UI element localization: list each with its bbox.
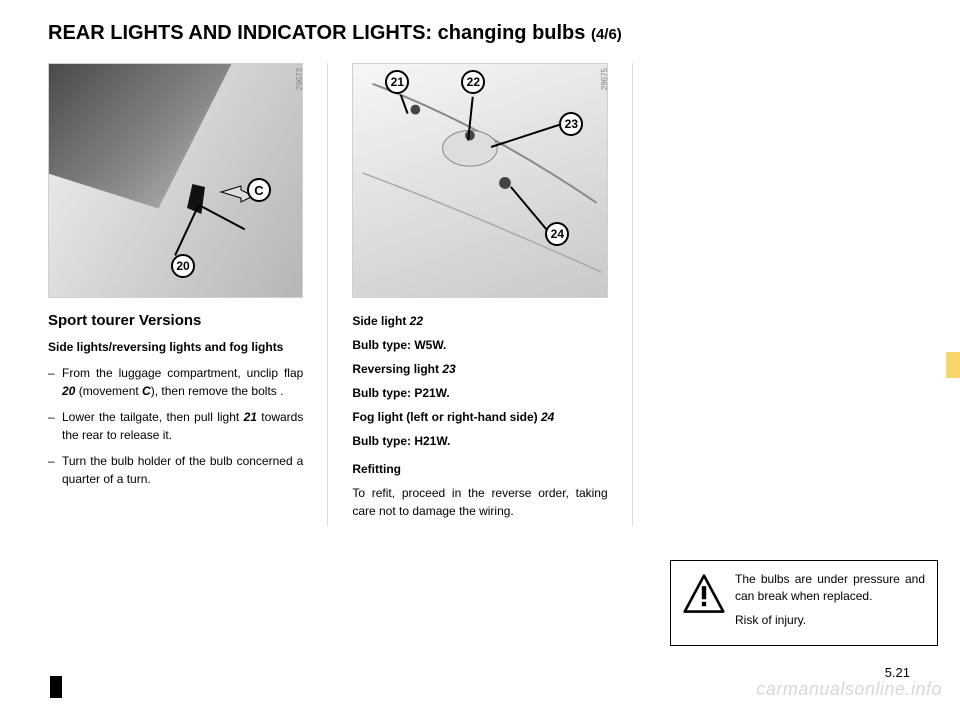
callout-c: C xyxy=(247,178,271,202)
page-title: REAR LIGHTS AND INDICATOR LIGHTS: changi… xyxy=(48,22,912,45)
reversing-light-type: Bulb type: P21W. xyxy=(352,384,607,402)
callout-20: 20 xyxy=(171,254,195,278)
refitting-heading: Refitting xyxy=(352,460,607,478)
list-item: Lower the tailgate, then pull light 21 t… xyxy=(48,408,303,444)
column-middle: 21 22 23 24 29675 Side light 22 Bulb typ… xyxy=(352,63,607,526)
fog-light-label: Fog light (left or right-hand side) 24 xyxy=(352,408,607,426)
figure-2-code: 29675 xyxy=(600,68,608,90)
instruction-list: From the luggage compartment, unclip fla… xyxy=(48,364,303,488)
sport-tourer-heading: Sport tourer Versions xyxy=(48,312,303,329)
warning-line-2: Risk of injury. xyxy=(735,612,925,629)
side-light-label: Side light 22 xyxy=(352,312,607,330)
column-right xyxy=(657,63,912,526)
reversing-light-label: Reversing light 23 xyxy=(352,360,607,378)
title-count: (4/6) xyxy=(591,26,622,43)
fog-light-type: Bulb type: H21W. xyxy=(352,432,607,450)
figure-1: C 20 29673 xyxy=(48,63,303,298)
figure-2: 21 22 23 24 29675 xyxy=(352,63,607,298)
watermark: carmanualsonline.info xyxy=(756,679,942,700)
content-columns: C 20 29673 Sport tourer Versions Side li… xyxy=(48,63,912,526)
column-divider-2 xyxy=(632,63,633,526)
warning-box: The bulbs are under pres­sure and can br… xyxy=(670,560,938,646)
side-light-type: Bulb type: W5W. xyxy=(352,336,607,354)
manual-page: REAR LIGHTS AND INDICATOR LIGHTS: changi… xyxy=(0,0,960,526)
refitting-text: To refit, proceed in the reverse order, … xyxy=(352,484,607,520)
warning-line-1: The bulbs are under pres­sure and can br… xyxy=(735,571,925,606)
side-lights-subhead: Side lights/reversing lights and fog lig… xyxy=(48,339,303,356)
page-number: 5.21 xyxy=(885,665,910,680)
section-tab xyxy=(946,352,960,378)
column-left: C 20 29673 Sport tourer Versions Side li… xyxy=(48,63,303,526)
column-divider-1 xyxy=(327,63,328,526)
figure-1-code: 29673 xyxy=(295,68,303,90)
warning-text: The bulbs are under pres­sure and can br… xyxy=(735,571,925,635)
print-mark xyxy=(50,676,62,698)
list-item: Turn the bulb holder of the bulb concern… xyxy=(48,452,303,488)
warning-icon xyxy=(683,573,725,615)
list-item: From the luggage compartment, unclip fla… xyxy=(48,364,303,400)
title-main: REAR LIGHTS AND INDICATOR LIGHTS: changi… xyxy=(48,22,591,44)
